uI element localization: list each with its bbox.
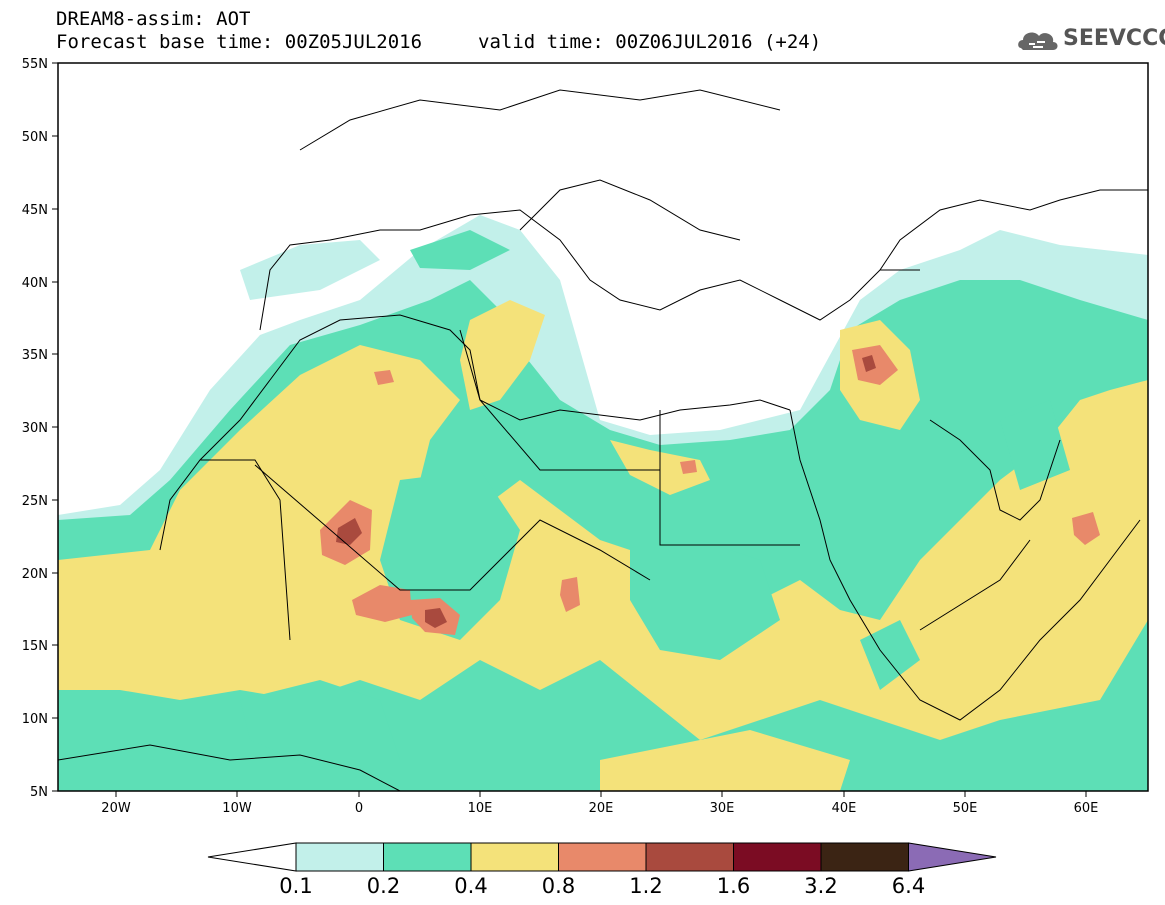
lat-tick: 15N <box>22 639 58 654</box>
lat-tick: 35N <box>22 348 58 363</box>
colorbar-segment <box>733 842 822 872</box>
lat-label: 25N <box>22 494 48 509</box>
lon-tick: 30E <box>710 791 735 816</box>
lon-tick: 60E <box>1074 791 1099 816</box>
lat-tick: 20N <box>22 567 58 582</box>
lat-tick: 50N <box>22 130 58 145</box>
coastline <box>58 744 401 791</box>
lat-tick: 5N <box>30 785 58 800</box>
lon-label: 60E <box>1074 801 1099 816</box>
aot-level-04 <box>600 730 850 791</box>
colorbar-label: 0.4 <box>454 874 487 898</box>
aot-level-04 <box>460 300 545 410</box>
border <box>659 410 800 546</box>
forecast-base-time: Forecast base time: 00Z05JUL2016 <box>56 31 423 53</box>
valid-time: valid time: 00Z06JUL2016 (+24) <box>478 31 822 53</box>
lon-tick: 10W <box>222 791 252 816</box>
colorbar-segment <box>645 842 734 872</box>
lat-label: 15N <box>22 639 48 654</box>
aot-level-12 <box>425 608 447 628</box>
latitude-axis: 55N 50N 45N 40N 35N 30N 25N 20N 15N 10N … <box>22 57 58 800</box>
colorbar-label: 0.8 <box>542 874 575 898</box>
colorbar-segment <box>558 842 647 872</box>
aot-level-12 <box>336 518 362 545</box>
aot-level-02 <box>1000 400 1070 490</box>
lat-label: 40N <box>22 276 48 291</box>
lon-tick: 40E <box>832 791 857 816</box>
lat-label: 30N <box>22 421 48 436</box>
lat-label: 50N <box>22 130 48 145</box>
coastline <box>159 314 791 551</box>
aot-level-08 <box>1072 512 1100 545</box>
colorbar-below-triangle <box>207 842 297 872</box>
border <box>254 464 651 591</box>
colorbar-segment <box>470 842 559 872</box>
aot-level-08 <box>680 460 697 474</box>
colorbar-label: 0.1 <box>279 874 312 898</box>
colorbar-above-triangle <box>908 842 997 872</box>
border <box>200 459 291 641</box>
lat-tick: 55N <box>22 57 58 72</box>
border <box>519 179 741 241</box>
coastline <box>929 419 1061 521</box>
border <box>299 89 781 151</box>
lat-label: 20N <box>22 567 48 582</box>
lon-label: 40E <box>832 801 857 816</box>
lon-label: 20E <box>589 801 614 816</box>
aot-level-02 <box>380 470 520 640</box>
lon-tick: 20E <box>589 791 614 816</box>
aot-level-02 <box>410 230 510 270</box>
lon-label: 20W <box>101 801 131 816</box>
aot-level-08 <box>352 585 412 622</box>
colorbar-label: 6.4 <box>892 874 925 898</box>
colorbar-label: 0.2 <box>367 874 400 898</box>
lon-tick: 0 <box>355 791 363 816</box>
aot-fields <box>58 215 1148 791</box>
lon-tick: 10E <box>468 791 493 816</box>
chart-title: DREAM8-assim: AOT <box>56 8 251 30</box>
lon-label: 50E <box>953 801 978 816</box>
lon-tick: 50E <box>953 791 978 816</box>
aot-level-01 <box>240 240 380 300</box>
lat-tick: 10N <box>22 712 58 727</box>
aot-level-02 <box>630 540 780 660</box>
lat-label: 10N <box>22 712 48 727</box>
aot-level-08 <box>374 370 394 385</box>
aot-level-02 <box>860 620 920 690</box>
colorbar-label: 1.6 <box>717 874 750 898</box>
lon-tick: 20W <box>101 791 131 816</box>
border <box>459 329 660 471</box>
coastlines-borders <box>58 89 1148 791</box>
lat-label: 55N <box>22 57 48 72</box>
lon-label: 30E <box>710 801 735 816</box>
lat-tick: 40N <box>22 276 58 291</box>
lat-tick: 30N <box>22 421 58 436</box>
colorbar: 0.1 0.2 0.4 0.8 1.2 1.6 3.2 6.4 <box>207 842 997 898</box>
coastline <box>879 189 1148 271</box>
longitude-axis: 20W 10W 0 10E 20E 30E 40E 50E 60E <box>101 791 1098 816</box>
aot-level-02 <box>240 680 400 770</box>
cloud-logo-icon <box>1018 32 1058 50</box>
lon-label: 10E <box>468 801 493 816</box>
aot-level-12 <box>862 355 876 372</box>
lat-tick: 45N <box>22 203 58 218</box>
colorbar-segment <box>295 842 384 872</box>
lon-label: 10W <box>222 801 252 816</box>
colorbar-label: 3.2 <box>804 874 837 898</box>
lat-label: 35N <box>22 348 48 363</box>
aot-level-08 <box>560 577 580 612</box>
coastline <box>259 209 920 331</box>
border <box>919 539 1031 631</box>
lat-label: 5N <box>30 785 48 800</box>
lon-label: 0 <box>355 801 363 816</box>
coastline <box>789 409 1141 721</box>
lat-tick: 25N <box>22 494 58 509</box>
lat-label: 45N <box>22 203 48 218</box>
logo-text: SEEVCCC <box>1063 26 1165 51</box>
colorbar-segment <box>820 842 909 872</box>
colorbar-segment <box>383 842 472 872</box>
colorbar-label: 1.2 <box>629 874 662 898</box>
